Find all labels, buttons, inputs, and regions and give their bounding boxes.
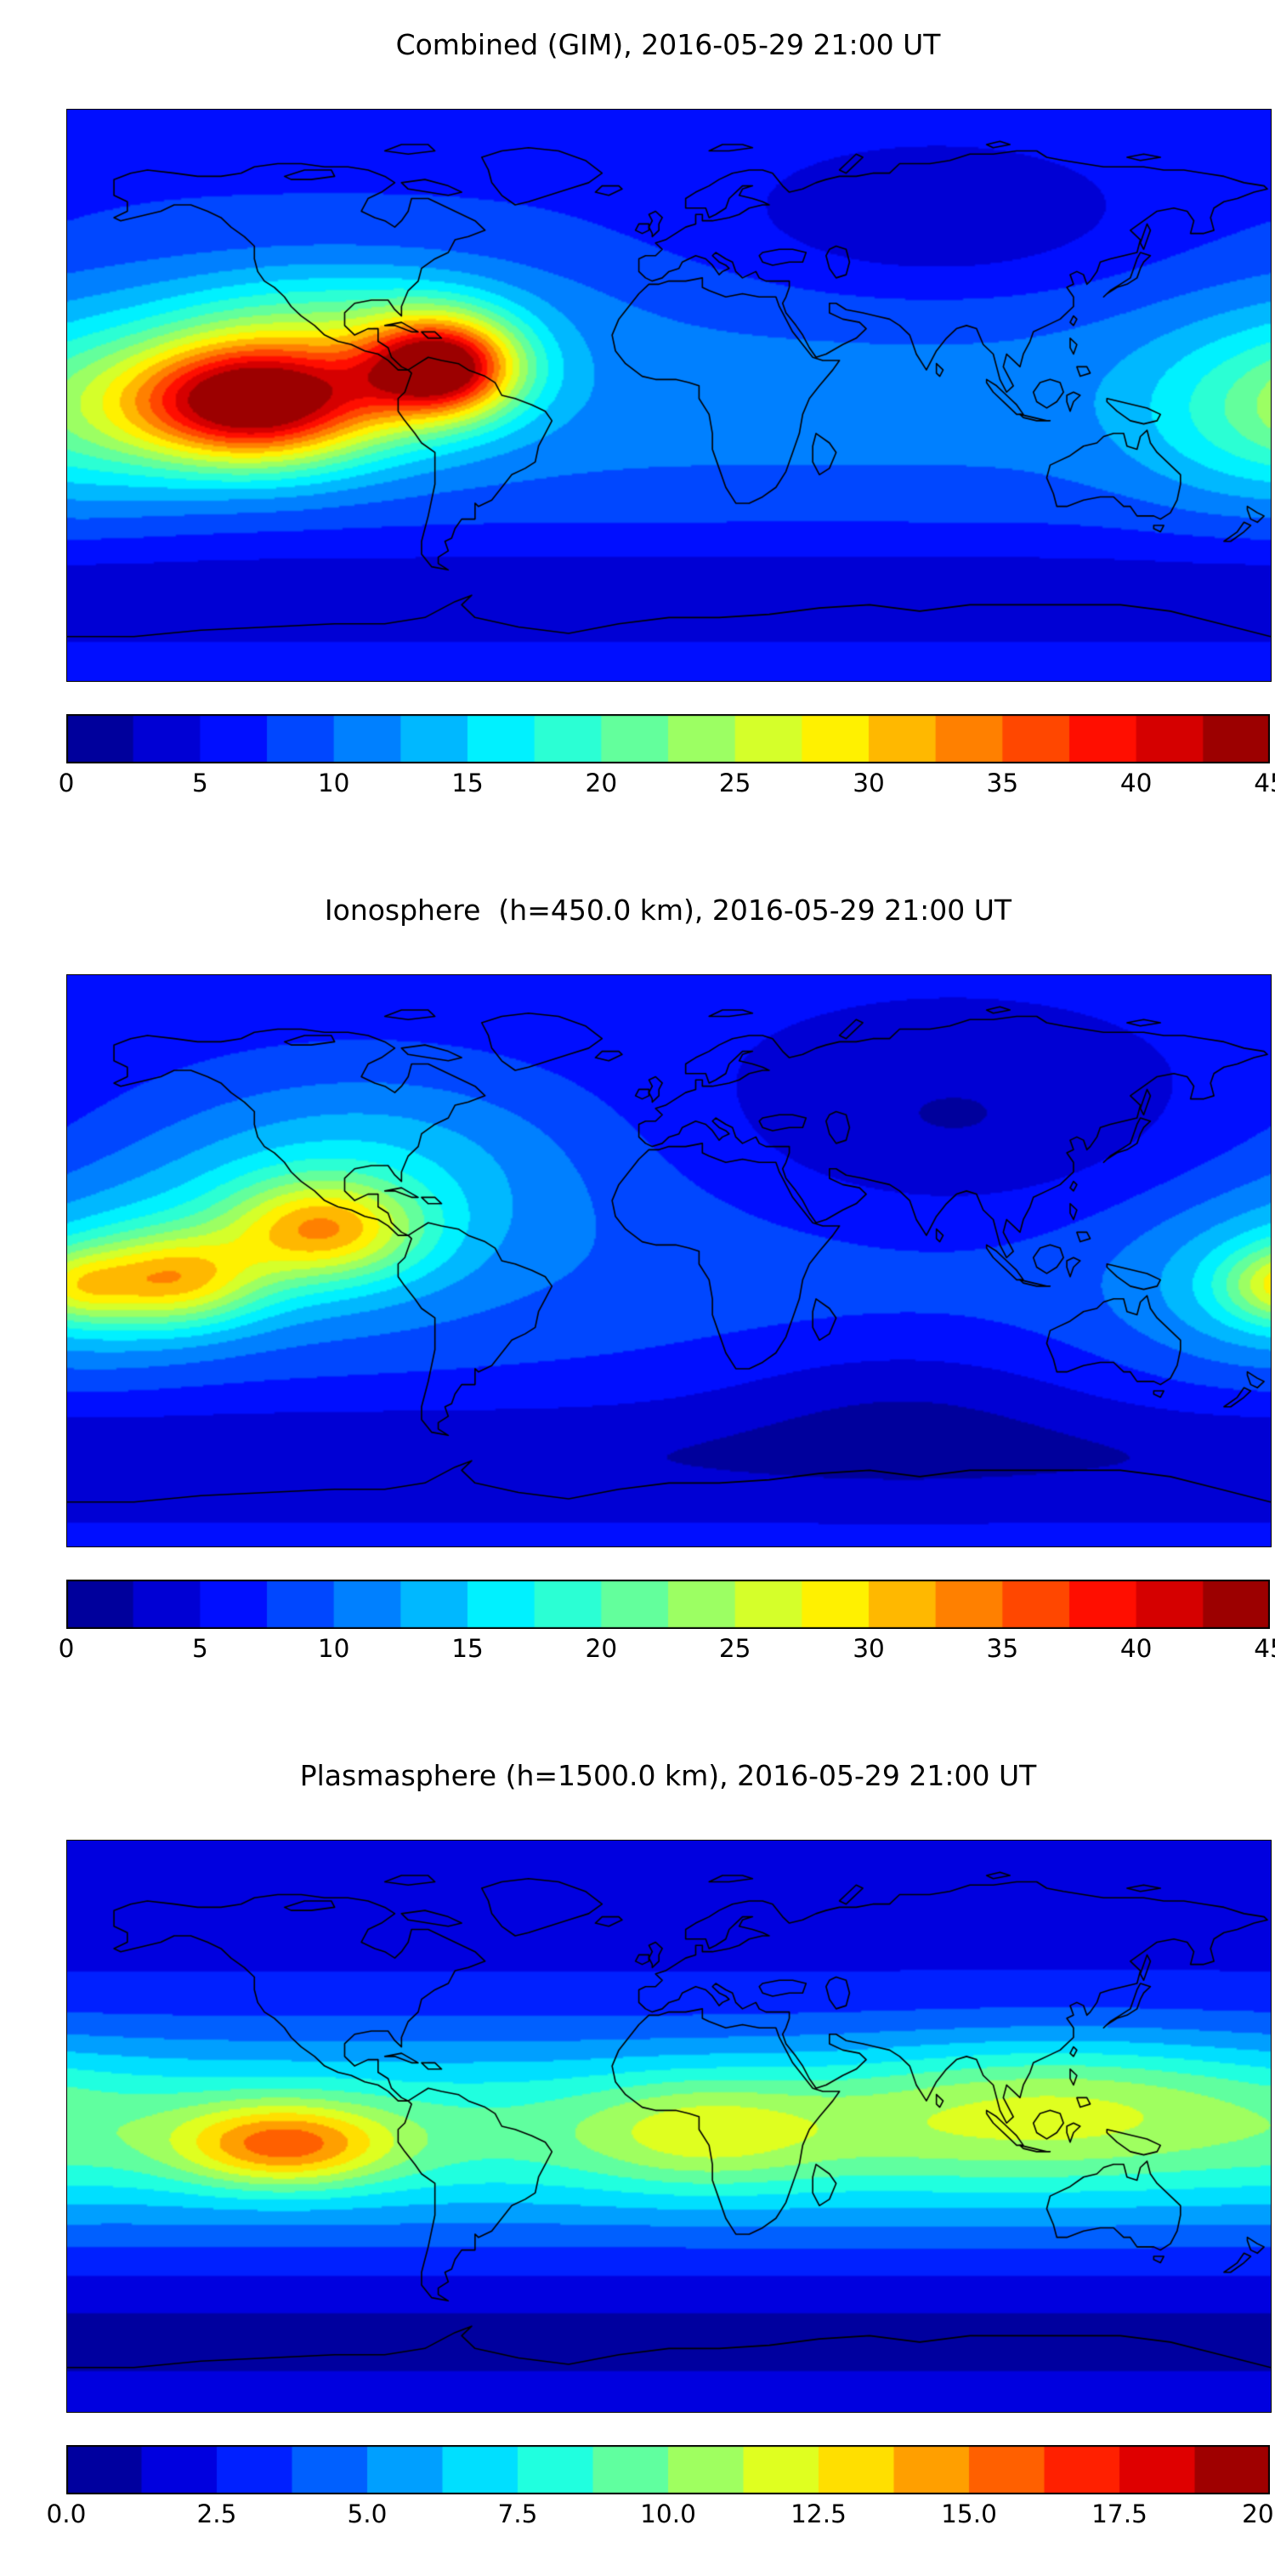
panel-title-ionosphere: Ionosphere (h=450.0 km), 2016-05-29 21:0… (324, 894, 1012, 927)
panel-title-combined: Combined (GIM), 2016-05-29 21:00 UT (395, 28, 941, 61)
colorbar-tick: 15.0 (941, 2499, 997, 2528)
colorbar-tick: 20 (585, 769, 618, 797)
colorbar-tick: 35 (986, 1634, 1019, 1663)
colorbar-tick: 0 (58, 1634, 75, 1663)
colorbar-tick: 0 (58, 769, 75, 797)
colorbar-plasmasphere (66, 2445, 1270, 2494)
colorbar-ticks-plasmasphere: 0.0 2.5 5.0 7.5 10.0 12.5 15.0 17.5 20.0 (47, 2499, 1275, 2537)
colorbar-ticks-combined: 0 5 10 15 20 25 30 35 40 45 (59, 769, 1275, 806)
panel-ionosphere: Ionosphere (h=450.0 km), 2016-05-29 21:0… (0, 891, 1275, 1671)
colorbar-tick: 45 (1254, 1634, 1275, 1663)
colorbar-tick: 10 (317, 769, 350, 797)
colorbar-tick: 45 (1254, 769, 1275, 797)
colorbar-tick: 40 (1119, 1634, 1153, 1663)
colorbar-tick: 30 (853, 1634, 885, 1663)
colorbar-tick: 10.0 (640, 2499, 696, 2528)
colorbar-tick: 0.0 (46, 2499, 87, 2528)
world-map-combined (66, 109, 1272, 682)
colorbar-tick: 25 (718, 1634, 751, 1663)
colorbar-tick: 20.0 (1242, 2499, 1275, 2528)
colorbar-tick: 40 (1119, 769, 1153, 797)
figure: Combined (GIM), 2016-05-29 21:00 UT 0 5 10… (0, 26, 1275, 2537)
colorbar-tick: 15 (451, 1634, 484, 1663)
world-map-ionosphere (66, 974, 1272, 1547)
colorbar-tick: 5.0 (347, 2499, 388, 2528)
colorbar-tick: 20 (585, 1634, 618, 1663)
colorbar-tick: 30 (853, 769, 885, 797)
colorbar-tick: 5 (191, 769, 208, 797)
colorbar-tick: 2.5 (196, 2499, 237, 2528)
panel-combined: Combined (GIM), 2016-05-29 21:00 UT 0 5 10… (0, 26, 1275, 806)
colorbar-tick: 15 (451, 769, 484, 797)
panel-plasmasphere: Plasmasphere (h=1500.0 km), 2016-05-29 2… (0, 1756, 1275, 2537)
colorbar-combined (66, 714, 1270, 763)
colorbar-tick: 35 (986, 769, 1019, 797)
colorbar-tick: 10 (317, 1634, 350, 1663)
colorbar-tick: 17.5 (1091, 2499, 1148, 2528)
colorbar-tick: 7.5 (497, 2499, 538, 2528)
world-map-plasmasphere (66, 1840, 1272, 2413)
colorbar-ionosphere (66, 1580, 1270, 1629)
panel-title-plasmasphere: Plasmasphere (h=1500.0 km), 2016-05-29 2… (299, 1759, 1037, 1792)
colorbar-tick: 5 (191, 1634, 208, 1663)
colorbar-tick: 12.5 (790, 2499, 847, 2528)
colorbar-ticks-ionosphere: 0 5 10 15 20 25 30 35 40 45 (59, 1634, 1275, 1671)
colorbar-tick: 25 (718, 769, 751, 797)
